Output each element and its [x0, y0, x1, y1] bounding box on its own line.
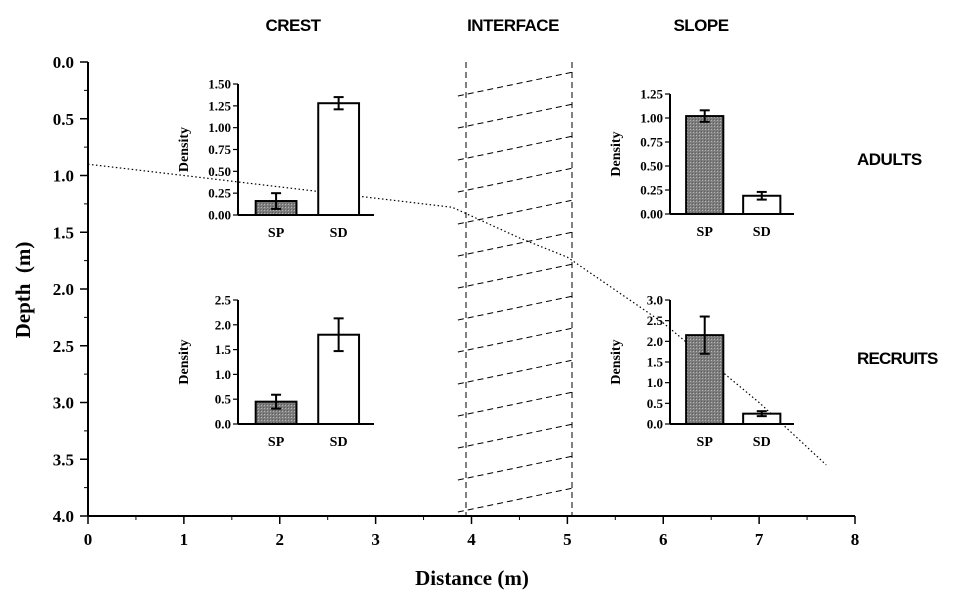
zone-label-interface: INTERFACE — [467, 16, 559, 35]
hatch-line — [457, 359, 574, 385]
inset-category-label: SD — [753, 435, 771, 450]
y-tick-label: 1.0 — [53, 167, 74, 186]
x-tick-label: 0 — [84, 530, 93, 549]
inset-y-tick-label: 0.0 — [647, 417, 663, 432]
row-labels: ADULTS RECRUITS — [857, 150, 939, 368]
inset-y-tick-label: 1.5 — [647, 355, 664, 370]
y-tick-label: 2.0 — [53, 280, 74, 299]
x-tick-label: 8 — [851, 530, 860, 549]
hatch-line — [457, 103, 574, 129]
inset-y-tick-label: 1.00 — [640, 111, 663, 126]
zone-label-slope: SLOPE — [673, 16, 728, 35]
inset-y-tick-label: 1.25 — [640, 87, 663, 102]
y-tick-label: 3.0 — [53, 394, 74, 413]
interface-hatching — [457, 71, 574, 513]
inset-y-tick-label: 0.00 — [208, 208, 231, 223]
row-label-recruits: RECRUITS — [857, 349, 938, 368]
row-label-adults: ADULTS — [857, 150, 922, 169]
hatch-line — [457, 71, 574, 97]
x-tick-label: 1 — [180, 530, 189, 549]
x-tick-label: 4 — [467, 530, 476, 549]
inset-y-label: Density — [609, 339, 624, 384]
y-axis-label: Depth (m) — [11, 242, 35, 339]
hatch-line — [457, 199, 574, 225]
hatch-line — [457, 167, 574, 193]
inset-y-tick-label: 1.5 — [215, 342, 232, 357]
inset-y-tick-label: 2.0 — [215, 317, 231, 332]
y-tick-label: 1.5 — [53, 223, 74, 242]
hatch-line — [457, 295, 574, 321]
hatch-line — [457, 135, 574, 161]
x-tick-label: 5 — [563, 530, 572, 549]
inset-category-label: SD — [753, 225, 771, 240]
inset-y-tick-label: 3.0 — [647, 293, 663, 308]
main-axes: 0 1 2 3 4 5 6 7 8 0.0 0.5 1.0 1.5 2.0 2.5 3.0 3.5 4.0 Di… — [11, 53, 859, 590]
x-tick-label: 2 — [276, 530, 285, 549]
inset-y-tick-label: 0.75 — [640, 135, 663, 150]
depth-profile-line — [87, 163, 827, 466]
inset-category-label: SP — [268, 226, 285, 241]
inset-category-label: SP — [697, 225, 714, 240]
inset-crest-recruits: 0.0 0.5 1.0 1.5 2.0 2.5 Density SP SD — [177, 293, 374, 450]
hatch-line — [457, 327, 574, 353]
inset-y-tick-label: 0.25 — [640, 183, 663, 198]
interface-zone — [457, 62, 574, 516]
inset-slope-recruits: 0.0 0.5 1.0 1.5 2.0 2.5 3.0 Density SP SD — [609, 293, 794, 450]
inset-y-tick-label: 0.25 — [208, 186, 231, 201]
inset-category-label: SP — [268, 435, 285, 450]
x-axis-label: Distance (m) — [415, 566, 529, 590]
inset-y-tick-label: 2.0 — [647, 334, 663, 349]
bar-sp — [685, 115, 725, 215]
inset-y-tick-label: 0.75 — [208, 142, 231, 157]
bar-sd — [317, 102, 361, 216]
inset-crest-adults: 0.00 0.25 0.50 0.75 1.00 1.25 1.50 Density SP SD — [177, 77, 374, 241]
inset-slope-adults: 0.00 0.25 0.50 0.75 1.00 1.25 Density SP SD — [609, 87, 794, 240]
inset-category-label: SD — [330, 435, 348, 450]
inset-y-tick-label: 1.50 — [208, 77, 231, 92]
inset-y-tick-label: 0.0 — [215, 417, 231, 432]
inset-y-label: Density — [177, 127, 192, 172]
inset-y-tick-label: 0.50 — [208, 164, 231, 179]
inset-y-tick-label: 1.00 — [208, 120, 231, 135]
inset-category-label: SD — [330, 226, 348, 241]
inset-category-label: SP — [697, 435, 714, 450]
hatch-line — [457, 263, 574, 289]
inset-y-tick-label: 2.5 — [215, 293, 232, 308]
hatch-line — [457, 423, 574, 449]
x-tick-label: 7 — [755, 530, 764, 549]
inset-y-tick-label: 0.5 — [215, 392, 232, 407]
y-tick-label: 3.5 — [53, 450, 74, 469]
inset-y-tick-label: 2.5 — [647, 313, 664, 328]
inset-y-label: Density — [609, 131, 624, 176]
y-tick-label: 0.0 — [53, 53, 74, 72]
inset-y-tick-label: 0.50 — [640, 159, 663, 174]
inset-y-tick-label: 0.5 — [647, 396, 664, 411]
zone-label-crest: CREST — [265, 16, 321, 35]
y-tick-label: 2.5 — [53, 337, 74, 356]
x-tick-label: 6 — [659, 530, 668, 549]
x-tick-label: 3 — [371, 530, 380, 549]
zone-labels: CREST INTERFACE SLOPE — [265, 16, 729, 35]
x-axis-ticks: 0 1 2 3 4 5 6 7 8 — [84, 516, 860, 549]
y-axis-ticks: 0.0 0.5 1.0 1.5 2.0 2.5 3.0 3.5 4.0 — [53, 53, 88, 526]
inset-y-tick-label: 1.0 — [647, 375, 663, 390]
inset-y-label: Density — [177, 339, 192, 384]
y-tick-label: 4.0 — [53, 507, 74, 526]
hatch-line — [457, 487, 574, 513]
inset-y-tick-label: 1.0 — [215, 367, 231, 382]
hatch-line — [457, 455, 574, 481]
inset-y-tick-label: 0.00 — [640, 207, 663, 222]
inset-y-tick-label: 1.25 — [208, 98, 231, 113]
y-tick-label: 0.5 — [53, 110, 74, 129]
hatch-line — [457, 391, 574, 417]
